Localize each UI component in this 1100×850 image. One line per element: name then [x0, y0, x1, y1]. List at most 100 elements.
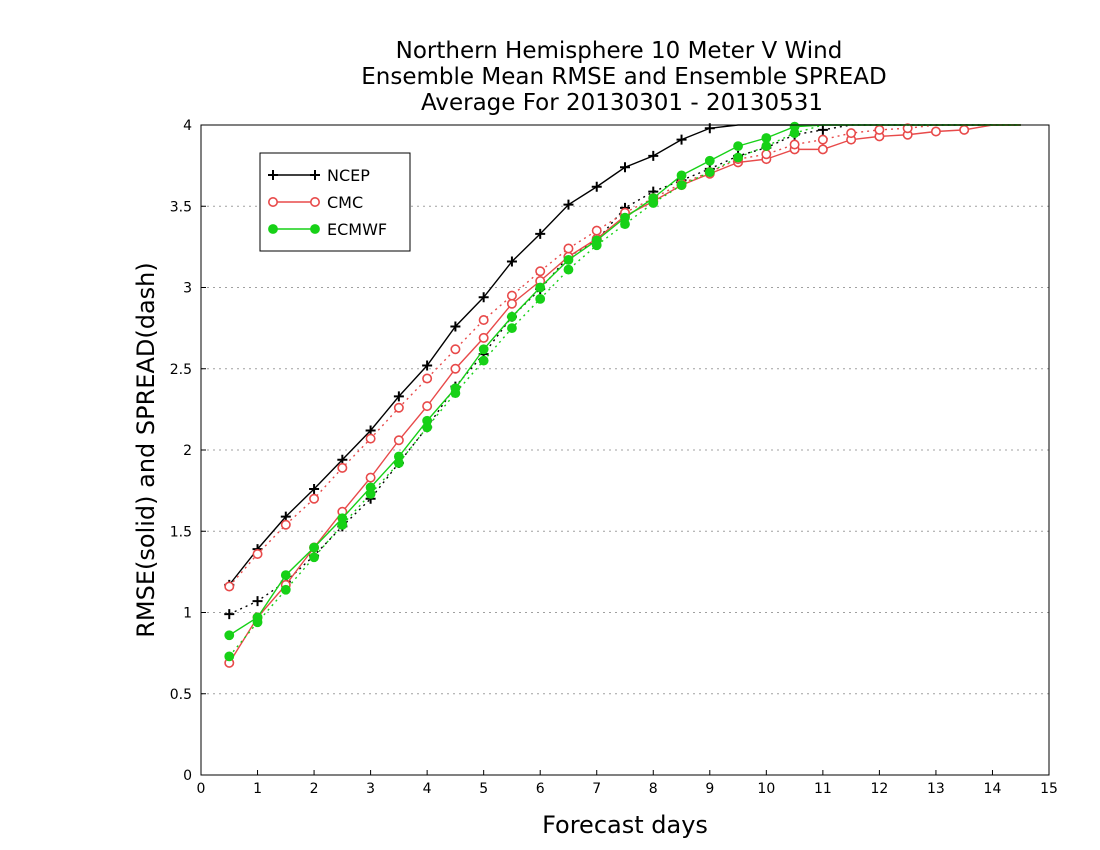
series-cmc-spread-point-20	[789, 139, 800, 150]
series-ecmwf-spread-point-14	[620, 219, 630, 230]
series-ecmwf-rmse-point-17	[704, 155, 715, 166]
series-cmc-spread-point-1	[252, 548, 263, 559]
y-tick-label-4: 2	[183, 443, 192, 459]
series-ncep-rmse-point-10	[506, 256, 517, 267]
series-ecmwf-spread-point-5	[365, 488, 376, 499]
y-tick-label-0: 0	[183, 768, 192, 784]
series-ecmwf-rmse-point-19	[761, 133, 772, 143]
y-tick-label-8: 4	[183, 118, 192, 134]
series-ecmwf-spread-point-15	[648, 198, 659, 208]
series-ecmwf-rmse-point-12	[563, 254, 574, 265]
legend: NCEP CMC ECMWF	[259, 152, 411, 252]
title-line-3: Average For 20130301 - 20130531	[421, 90, 823, 116]
x-tick-label-5: 5	[479, 781, 488, 797]
legend-entries: NCEP CMC ECMWF	[267, 166, 387, 239]
series-cmc-spread-point-24	[902, 123, 913, 134]
series-ecmwf-spread-point-8	[450, 388, 461, 399]
series-ecmwf-spread-point-12	[563, 264, 574, 275]
series-ncep-rmse-point-8	[450, 321, 461, 332]
x-tick-label-0: 0	[197, 781, 206, 797]
title-line-2: Ensemble Mean RMSE and Ensemble SPREAD	[361, 64, 886, 90]
legend-marker-right	[310, 224, 320, 234]
series-cmc-spread-point-3	[309, 493, 320, 504]
series-ecmwf-spread-point-13	[591, 240, 602, 251]
x-tick-label-11: 11	[814, 781, 832, 797]
legend-label-ncep: NCEP	[327, 166, 370, 185]
series-ecmwf-rmse-point-11	[535, 282, 546, 293]
legend-marker-right	[309, 197, 320, 208]
x-tick-label-1: 1	[253, 781, 262, 797]
series-ecmwf-spread-point-10	[507, 323, 517, 334]
series-cmc-spread-point-4	[337, 462, 348, 473]
legend-label-ecmwf: ECMWF	[327, 220, 387, 239]
series-ecmwf-spread-point-3	[309, 552, 319, 563]
series-ncep-rmse-point-14	[620, 162, 630, 173]
series-cmc-rmse-point-6	[393, 435, 404, 446]
y-tick-label-3: 1.5	[170, 524, 192, 540]
y-tick-label-6: 3	[183, 281, 192, 297]
x-tick-label-7: 7	[592, 781, 601, 797]
series-ecmwf-spread-point-4	[337, 519, 348, 530]
title-line-1: Northern Hemisphere 10 Meter V Wind	[396, 38, 843, 64]
series-cmc-rmse-point-25	[930, 126, 941, 137]
series-ecmwf-spread	[224, 124, 1021, 662]
y-tick-label-2: 1	[183, 606, 192, 622]
series-ncep-rmse-point-16	[676, 134, 687, 145]
legend-marker-right	[310, 170, 320, 180]
x-tick-label-6: 6	[536, 781, 545, 797]
series-cmc-spread-point-0	[224, 581, 235, 592]
legend-item-ncep: NCEP	[268, 166, 370, 185]
series-ecmwf-rmse-point-18	[733, 141, 743, 152]
series-ecmwf-rmse-point-3	[309, 542, 319, 553]
x-axis-label: Forecast days	[542, 811, 708, 839]
x-tick-label-3: 3	[366, 781, 375, 797]
series-ncep-spread-point-1	[252, 596, 263, 607]
y-axis-ticks: 0 0.5 1 1.5 2 2.5 3 3.5 4	[170, 118, 206, 784]
series-ecmwf-spread-point-2	[280, 584, 291, 595]
x-tick-label-10: 10	[757, 781, 775, 797]
series-ecmwf-spread-point-19	[761, 141, 772, 152]
series-ecmwf-spread-point-7	[422, 422, 433, 433]
x-tick-label-4: 4	[423, 781, 432, 797]
x-tick-label-15: 15	[1040, 781, 1058, 797]
x-tick-label-13: 13	[927, 781, 945, 797]
series-cmc-spread-point-2	[280, 519, 291, 530]
series-ecmwf-spread-point-20	[789, 128, 800, 139]
series-cmc-spread-point-23	[874, 124, 885, 135]
series-ecmwf-rmse-point-2	[280, 570, 291, 581]
legend-item-ecmwf: ECMWF	[268, 220, 387, 239]
series-cmc-rmse-point-7	[422, 401, 433, 412]
series-ncep-rmse-point-6	[393, 391, 404, 402]
series-cmc-rmse-point-8	[450, 363, 461, 374]
series-cmc-rmse-point-21	[817, 144, 828, 155]
y-axis-label: RMSE(solid) and SPREAD(dash)	[132, 262, 160, 638]
series-cmc-spread-point-19	[761, 149, 772, 160]
series-ecmwf-rmse-point-0	[224, 630, 235, 641]
series-ncep-rmse-point-9	[478, 292, 489, 303]
series-cmc-rmse-point-26	[959, 124, 970, 135]
chart-title: Northern Hemisphere 10 Meter V Wind Ense…	[361, 38, 886, 116]
series-cmc-spread-point-7	[422, 373, 433, 384]
series-ncep-spread-point-0	[224, 609, 235, 620]
x-axis-ticks: 0 1 2 3 4 5 6 7 8 9 10 11 12 13 14 15	[197, 770, 1058, 797]
series-cmc-rmse-point-9	[478, 332, 489, 343]
x-tick-label-14: 14	[984, 781, 1002, 797]
gridlines	[201, 205, 1049, 695]
series-ecmwf-rmse-point-10	[507, 311, 517, 322]
series-ecmwf-rmse-point-16	[676, 170, 687, 181]
x-tick-label-12: 12	[870, 781, 888, 797]
legend-marker-left	[268, 224, 278, 234]
x-tick-label-8: 8	[649, 781, 658, 797]
series-cmc-spread-point-9	[478, 314, 489, 325]
series-ncep-rmse-point-13	[591, 181, 602, 192]
legend-label-cmc: CMC	[327, 193, 363, 212]
series-cmc-spread-point-13	[591, 225, 602, 236]
series-cmc-spread-point-11	[535, 266, 546, 277]
series-ncep-spread-point-21	[817, 124, 828, 135]
series-ecmwf-spread-point-0	[224, 651, 235, 662]
series-ncep-rmse-point-11	[535, 228, 546, 239]
series-ncep-rmse-point-12	[563, 199, 574, 210]
legend-marker-left	[267, 197, 278, 208]
x-tick-label-2: 2	[310, 781, 319, 797]
